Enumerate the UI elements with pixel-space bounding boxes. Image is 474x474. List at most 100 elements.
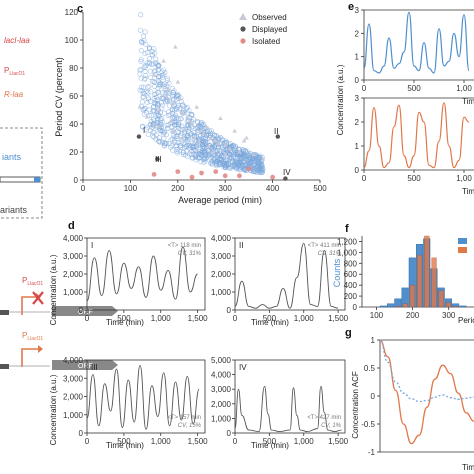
observed-point [175, 79, 181, 84]
cloud-point [180, 149, 186, 155]
cloud-point [148, 113, 154, 119]
cloud-point [228, 141, 234, 147]
cloud-point [144, 110, 150, 116]
isolated-point [175, 169, 181, 175]
cloud-point [137, 87, 143, 93]
isolated-point [189, 174, 195, 180]
panel-e-xtick-label: 0 [362, 84, 367, 93]
panel-c-xtick-label: 300 [219, 184, 233, 193]
cloud-point [193, 125, 199, 131]
panel-d-series-line [86, 365, 200, 430]
panel-d-xtick-label: 1,500 [188, 437, 209, 446]
cloud-point [166, 91, 172, 97]
legend-displayed-label: Displayed [252, 25, 287, 34]
panel-e-ytick-label: 2 [355, 29, 360, 38]
panel-d-ytick-label: 1,000 [211, 288, 232, 297]
panel-d-ytick-label: 2,000 [211, 270, 232, 279]
panel-d-xlabel-4: Time (min) [251, 441, 289, 450]
cloud-point [151, 134, 157, 140]
cloud-point [159, 69, 165, 75]
panel-f-xtick-label: 300 [442, 311, 456, 320]
cloud-point [148, 74, 154, 80]
panel-d-ytick-label: 0 [227, 306, 232, 315]
cloud-point [138, 39, 144, 45]
panel-f-ytick-label: 1,200 [337, 237, 358, 246]
cloud-point [160, 102, 166, 108]
cloud-point [156, 67, 162, 73]
cloud-point [198, 133, 204, 139]
panel-f-bar-orange [402, 303, 408, 308]
panel-c-scatter: Period CV (percent) Average period (min)… [54, 8, 327, 205]
observed-point [187, 118, 192, 123]
cloud-point [165, 122, 171, 128]
cloud-point [216, 135, 222, 141]
cloud-point [152, 68, 158, 74]
cloud-point [177, 143, 183, 149]
panel-f-letter: f [345, 223, 349, 235]
panel-e-xtick-label: 0 [362, 174, 367, 183]
cloud-point [221, 150, 227, 156]
cloud-point [200, 139, 206, 145]
cloud-point [154, 120, 160, 126]
panel-g-ytick-label: -0.5 [361, 420, 375, 429]
panel-c-xtick-label: 100 [124, 184, 138, 193]
cloud-point [206, 132, 212, 138]
cloud-point [139, 99, 145, 105]
cloud-point [171, 107, 177, 113]
panel-c-ytick-label: 20 [69, 148, 78, 157]
displayed-point [283, 176, 288, 181]
observed-point [206, 143, 211, 148]
cloud-point [145, 95, 151, 101]
cloud-point [142, 105, 148, 111]
cloud-point [155, 116, 161, 122]
panel-f-ytick-label: 600 [344, 270, 358, 279]
panel-f-legend-orange-icon [458, 247, 467, 253]
cloud-point [214, 163, 220, 169]
cloud-point [151, 129, 157, 135]
cloud-point [170, 147, 176, 153]
observed-point [161, 58, 166, 63]
orf-box-c [52, 360, 118, 370]
panel-f-ytick-label: 0 [353, 303, 358, 312]
isolated-point [237, 173, 242, 179]
promoter-label-c: PLlacO1 [22, 331, 43, 342]
panel-g-ytick-label: -1 [368, 448, 376, 457]
panel-d-ytick-label: 3,000 [211, 252, 232, 261]
cloud-point [200, 142, 206, 148]
panel-d-ytick-label: 1,000 [211, 414, 232, 423]
panel-d-stat-cv: CV, 1% [321, 423, 342, 429]
marker-label-II: II [274, 127, 278, 136]
cloud-point [186, 136, 192, 142]
cloud-point [232, 163, 238, 169]
panel-d-ylabel-bottom: Concentration (a.u.) [49, 374, 58, 445]
cloud-point [157, 124, 163, 130]
panel-f-bar-orange [395, 306, 401, 308]
cloud-point [198, 152, 204, 158]
cloud-point [184, 144, 190, 150]
cloud-point [225, 162, 231, 168]
cloud-point [234, 166, 240, 172]
panel-c-xtick-label: 200 [171, 184, 185, 193]
cloud-point [179, 110, 185, 116]
panel-d-xtick-label: 0 [85, 314, 90, 323]
construct-bar-fill [34, 177, 40, 182]
orf-label-c: ORF [78, 363, 93, 370]
panel-d-xtick-label: 0 [233, 437, 238, 446]
cloud-point [141, 37, 147, 43]
cloud-point [156, 139, 162, 145]
cloud-point [166, 103, 172, 109]
panel-c-ytick-label: 80 [69, 64, 78, 73]
panel-d-ytick-label: 3,000 [63, 374, 84, 383]
cloud-point [151, 121, 157, 127]
cloud-point [197, 151, 203, 157]
cloud-point [174, 107, 180, 113]
panel-d-stat-period: <T> 157 min [167, 415, 201, 421]
panel-c-ytick-label: 0 [74, 176, 79, 185]
observed-point [151, 72, 157, 77]
panel-f-bar-orange [445, 302, 452, 308]
cloud-point [233, 143, 239, 149]
cloud-point [194, 128, 200, 134]
cloud-point [140, 33, 146, 39]
panel-d-timeseries: 0 500 1,000 1,500 0 1,000 2,000 3,000 4,000 I <T> … [63, 234, 349, 446]
panel-d-xtick-label: 500 [117, 437, 131, 446]
